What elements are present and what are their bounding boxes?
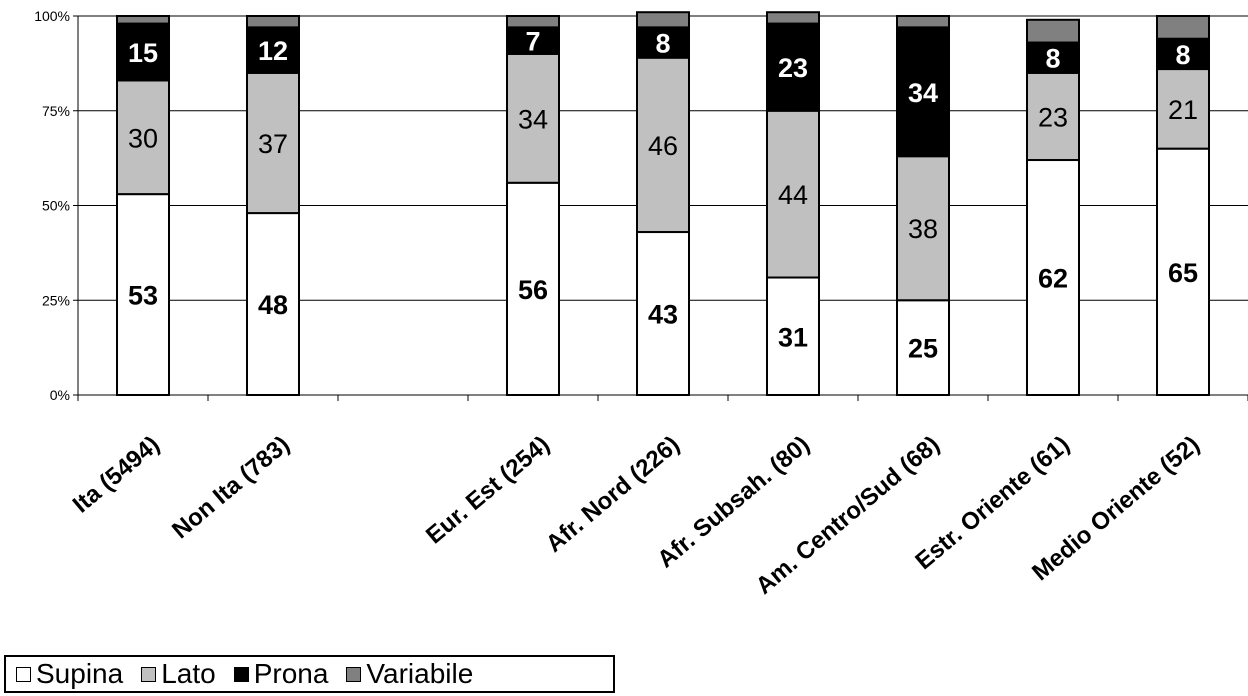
bar-segment bbox=[896, 299, 950, 396]
bar-segment bbox=[636, 11, 690, 29]
data-label: 34 bbox=[908, 78, 938, 108]
bar-segment bbox=[1156, 68, 1210, 150]
legend-swatch-variabile bbox=[346, 666, 362, 682]
x-tick-label: Afr. Nord (226) bbox=[541, 431, 685, 558]
legend-item-supina: Supina bbox=[16, 658, 123, 690]
y-tick-label: 0% bbox=[50, 387, 70, 403]
bar-segment bbox=[1156, 37, 1210, 71]
data-label: 21 bbox=[1168, 95, 1198, 125]
legend-swatch-supina bbox=[16, 666, 31, 682]
bar-segment bbox=[116, 15, 170, 25]
data-label: 23 bbox=[778, 53, 808, 83]
bar-segment bbox=[506, 181, 560, 396]
legend-label-lato: Lato bbox=[161, 658, 216, 689]
data-label: 46 bbox=[648, 131, 678, 161]
data-label: 8 bbox=[655, 29, 670, 59]
data-label: 48 bbox=[258, 290, 288, 320]
legend-label-supina: Supina bbox=[36, 658, 124, 689]
bar-segment bbox=[506, 15, 560, 29]
y-tick-label: 25% bbox=[42, 292, 70, 308]
bar-segment bbox=[246, 15, 300, 29]
bar-segment bbox=[506, 52, 560, 184]
bar-segment bbox=[766, 22, 820, 112]
data-label: 37 bbox=[258, 129, 288, 159]
data-labels: 53 30 15 48 37 12 56 34 7 43 46 8 31 44 23 25 38 34 62 23 8 6… bbox=[128, 27, 1198, 364]
legend-swatch-prona bbox=[233, 666, 249, 682]
legend: Supina Lato Prona Variabile bbox=[4, 655, 615, 693]
data-label: 8 bbox=[1045, 44, 1060, 74]
data-label: 30 bbox=[128, 123, 158, 153]
legend-swatch-lato bbox=[141, 666, 157, 682]
bar-segment bbox=[246, 71, 300, 215]
data-label: 31 bbox=[778, 322, 808, 352]
bar-segment bbox=[246, 26, 300, 74]
bar-segment bbox=[1026, 71, 1080, 162]
bar-segment bbox=[246, 212, 300, 396]
bar-segment bbox=[1156, 15, 1210, 40]
data-label: 44 bbox=[778, 180, 808, 210]
data-label: 56 bbox=[518, 275, 548, 305]
data-label: 43 bbox=[648, 300, 678, 330]
data-label: 65 bbox=[1168, 258, 1198, 288]
data-label: 34 bbox=[518, 104, 548, 134]
bar-segment bbox=[506, 26, 560, 55]
y-tick-label: 100% bbox=[34, 8, 70, 24]
data-label: 15 bbox=[128, 38, 158, 68]
legend-item-prona: Prona bbox=[233, 658, 329, 690]
bar-segment bbox=[896, 26, 950, 158]
data-label: 7 bbox=[525, 27, 540, 57]
legend-label-variabile: Variabile bbox=[366, 658, 474, 689]
y-tick-label: 50% bbox=[42, 198, 70, 214]
bar-segment bbox=[766, 11, 820, 25]
data-label: 62 bbox=[1038, 264, 1068, 294]
bar-segment bbox=[1026, 159, 1080, 396]
bar-segment bbox=[636, 231, 690, 396]
data-label: 12 bbox=[258, 36, 288, 66]
bars bbox=[116, 11, 1210, 397]
legend-label-prona: Prona bbox=[253, 658, 329, 689]
bar-segment bbox=[896, 155, 950, 302]
bar-segment bbox=[1026, 41, 1080, 74]
bar-segment bbox=[116, 79, 170, 196]
x-tick-label: Non Ita (783) bbox=[167, 431, 295, 544]
x-tick-label: Ita (5494) bbox=[68, 431, 165, 519]
bar-segment bbox=[896, 15, 950, 29]
bar-segment bbox=[766, 109, 820, 279]
bar-segment bbox=[766, 276, 820, 397]
data-label: 38 bbox=[908, 214, 938, 244]
bar-segment bbox=[1026, 18, 1080, 44]
data-label: 8 bbox=[1175, 40, 1190, 70]
data-label: 53 bbox=[128, 281, 158, 311]
x-tick-label: Eur. Est (254) bbox=[421, 431, 555, 549]
legend-item-lato: Lato bbox=[141, 658, 216, 690]
data-label: 23 bbox=[1038, 102, 1068, 132]
legend-item-variabile: Variabile bbox=[346, 658, 473, 690]
y-tick-label: 75% bbox=[42, 103, 70, 119]
data-label: 25 bbox=[908, 334, 938, 364]
